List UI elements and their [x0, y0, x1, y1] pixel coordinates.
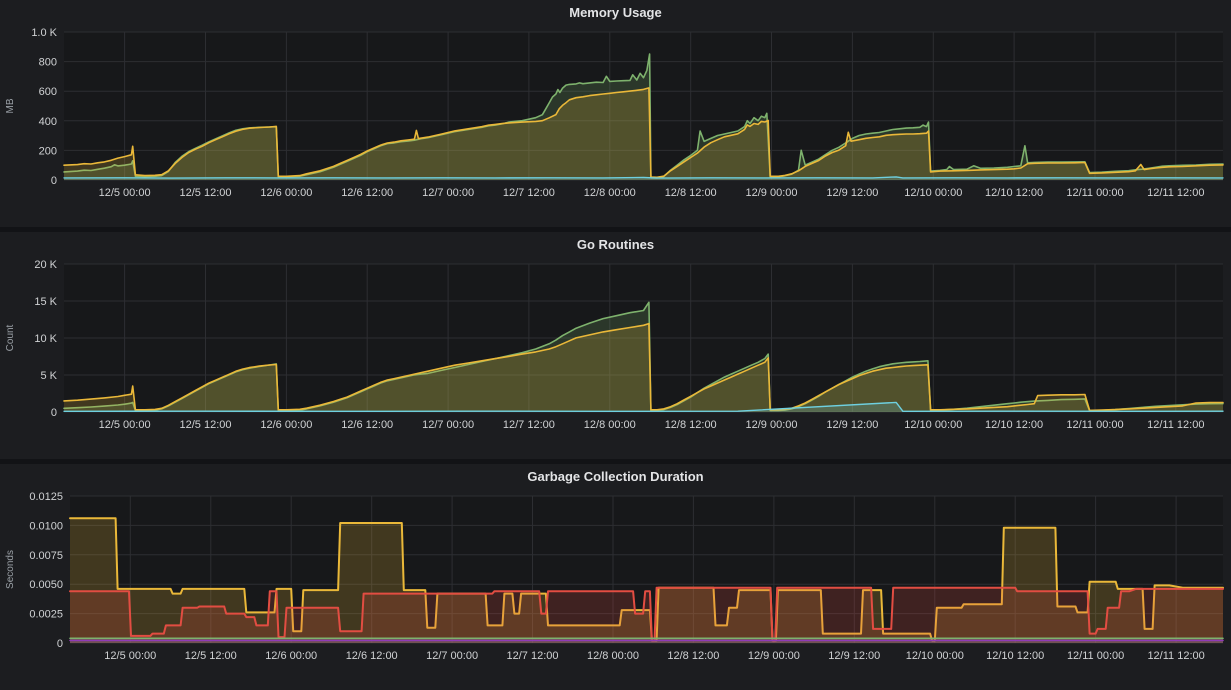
x-axis-labels: 12/5 00:00 12/5 12:00 12/6 00:00 12/6 12:00…: [104, 650, 1204, 662]
svg-text:600: 600: [39, 86, 57, 98]
svg-text:12/5 12:00: 12/5 12:00: [180, 419, 232, 431]
svg-text:0.0125: 0.0125: [29, 491, 63, 503]
x-axis-labels: 12/5 00:00 12/5 12:00 12/6 00:00 12/6 12:00…: [99, 187, 1205, 199]
svg-text:12/7 00:00: 12/7 00:00: [422, 419, 474, 431]
panel-garbage-collection-duration: Garbage Collection Duration 12/5 00:00 12…: [0, 464, 1231, 690]
svg-text:12/11 12:00: 12/11 12:00: [1147, 187, 1204, 199]
svg-text:12/9 12:00: 12/9 12:00: [828, 650, 880, 662]
go-routines-chart[interactable]: 12/5 00:00 12/5 12:00 12/6 00:00 12/6 12:00…: [0, 254, 1231, 459]
svg-text:400: 400: [39, 116, 57, 128]
svg-text:12/9 00:00: 12/9 00:00: [748, 650, 800, 662]
series-yellow-line: [63, 322, 1224, 412]
svg-text:12/5 12:00: 12/5 12:00: [185, 650, 237, 662]
svg-text:12/11 12:00: 12/11 12:00: [1147, 650, 1204, 662]
svg-text:12/7 12:00: 12/7 12:00: [503, 187, 555, 199]
svg-text:12/8 12:00: 12/8 12:00: [665, 187, 717, 199]
svg-text:0.0100: 0.0100: [29, 520, 63, 532]
svg-text:12/10 00:00: 12/10 00:00: [906, 650, 964, 662]
svg-text:0.0025: 0.0025: [29, 609, 63, 621]
svg-text:12/7 12:00: 12/7 12:00: [507, 650, 559, 662]
svg-text:200: 200: [39, 145, 57, 157]
series-green-fill: [64, 54, 1223, 180]
svg-text:15 K: 15 K: [34, 296, 57, 308]
svg-text:12/5 00:00: 12/5 00:00: [104, 650, 156, 662]
svg-text:12/7 00:00: 12/7 00:00: [422, 187, 474, 199]
grid: [70, 495, 1223, 644]
svg-text:12/6 00:00: 12/6 00:00: [265, 650, 317, 662]
svg-text:0: 0: [51, 175, 57, 187]
svg-text:5 K: 5 K: [40, 370, 57, 382]
series-yellow-fill: [64, 323, 1223, 412]
svg-text:12/8 00:00: 12/8 00:00: [584, 419, 636, 431]
svg-text:12/9 00:00: 12/9 00:00: [746, 187, 798, 199]
svg-text:12/10 00:00: 12/10 00:00: [904, 187, 962, 199]
garbage-collection-duration-chart[interactable]: 12/5 00:00 12/5 12:00 12/6 00:00 12/6 12:00…: [0, 486, 1231, 690]
series-cyan-line: [63, 176, 1224, 179]
svg-text:12/7 00:00: 12/7 00:00: [426, 650, 478, 662]
panel-title-go-routines[interactable]: Go Routines: [576, 237, 655, 252]
svg-text:12/10 12:00: 12/10 12:00: [985, 419, 1043, 431]
svg-text:12/8 12:00: 12/8 12:00: [667, 650, 719, 662]
panel-title-garbage-collection-duration[interactable]: Garbage Collection Duration: [527, 469, 704, 484]
svg-text:12/9 12:00: 12/9 12:00: [826, 419, 878, 431]
svg-text:12/6 00:00: 12/6 00:00: [260, 419, 312, 431]
svg-text:0: 0: [51, 407, 57, 419]
svg-text:0.0075: 0.0075: [29, 550, 63, 562]
series-red-fill: [70, 587, 1223, 643]
svg-text:12/8 00:00: 12/8 00:00: [584, 187, 636, 199]
svg-text:1.0 K: 1.0 K: [31, 27, 57, 39]
svg-text:12/9 00:00: 12/9 00:00: [746, 419, 798, 431]
svg-text:12/10 12:00: 12/10 12:00: [985, 187, 1043, 199]
series-yellow-fill: [64, 87, 1223, 180]
y-axis-title: Seconds: [5, 550, 16, 589]
svg-text:12/5 12:00: 12/5 12:00: [180, 187, 232, 199]
svg-text:12/11 00:00: 12/11 00:00: [1066, 419, 1123, 431]
panel-go-routines: Go Routines 12/5 00:00 12/5 12:00 12/6 00:…: [0, 232, 1231, 459]
y-axis-labels: 0 0.0025 0.0050 0.0075 0.0100 0.0125: [29, 491, 63, 650]
plot-area: [64, 32, 1223, 180]
svg-text:12/8 00:00: 12/8 00:00: [587, 650, 639, 662]
svg-text:12/11 12:00: 12/11 12:00: [1147, 419, 1204, 431]
svg-text:10 K: 10 K: [34, 333, 57, 345]
svg-text:800: 800: [39, 57, 57, 69]
panel-title-memory-usage[interactable]: Memory Usage: [569, 5, 662, 20]
grid: [64, 31, 1223, 181]
svg-text:12/5 00:00: 12/5 00:00: [99, 419, 151, 431]
svg-text:12/9 12:00: 12/9 12:00: [826, 187, 878, 199]
svg-text:12/6 12:00: 12/6 12:00: [346, 650, 398, 662]
svg-text:12/10 00:00: 12/10 00:00: [904, 419, 962, 431]
plot-area: [70, 496, 1223, 643]
svg-text:12/5 00:00: 12/5 00:00: [99, 187, 151, 199]
svg-text:12/6 12:00: 12/6 12:00: [341, 419, 393, 431]
svg-text:12/6 00:00: 12/6 00:00: [260, 187, 312, 199]
y-axis-title: MB: [5, 98, 16, 113]
series-green-fill: [64, 302, 1223, 412]
memory-usage-chart[interactable]: 12/5 00:00 12/5 12:00 12/6 00:00 12/6 12:00…: [0, 22, 1231, 227]
svg-text:12/10 12:00: 12/10 12:00: [986, 650, 1044, 662]
series-cyan-fill: [64, 176, 1223, 180]
y-axis-labels: 0 200 400 600 800 1.0 K: [31, 27, 57, 187]
series-yellow-line: [63, 87, 1224, 179]
svg-text:12/8 12:00: 12/8 12:00: [665, 419, 717, 431]
series-red-line: [69, 586, 1224, 642]
x-axis-labels: 12/5 00:00 12/5 12:00 12/6 00:00 12/6 12:00…: [99, 419, 1205, 431]
svg-text:20 K: 20 K: [34, 259, 57, 271]
svg-text:12/7 12:00: 12/7 12:00: [503, 419, 555, 431]
svg-text:12/11 00:00: 12/11 00:00: [1066, 187, 1123, 199]
series-yellow-fill: [70, 518, 1223, 643]
svg-text:0: 0: [57, 638, 63, 650]
y-axis-title: Count: [5, 324, 16, 351]
svg-text:0.0050: 0.0050: [29, 579, 63, 591]
series-cyan-line: [63, 401, 1224, 412]
panel-memory-usage: Memory Usage 12/5 00:00 12/5 12:00 12/6 00…: [0, 0, 1231, 227]
svg-text:12/11 00:00: 12/11 00:00: [1067, 650, 1124, 662]
grid: [64, 263, 1223, 413]
y-axis-labels: 0 5 K 10 K 15 K 20 K: [34, 259, 57, 419]
svg-text:12/6 12:00: 12/6 12:00: [341, 187, 393, 199]
